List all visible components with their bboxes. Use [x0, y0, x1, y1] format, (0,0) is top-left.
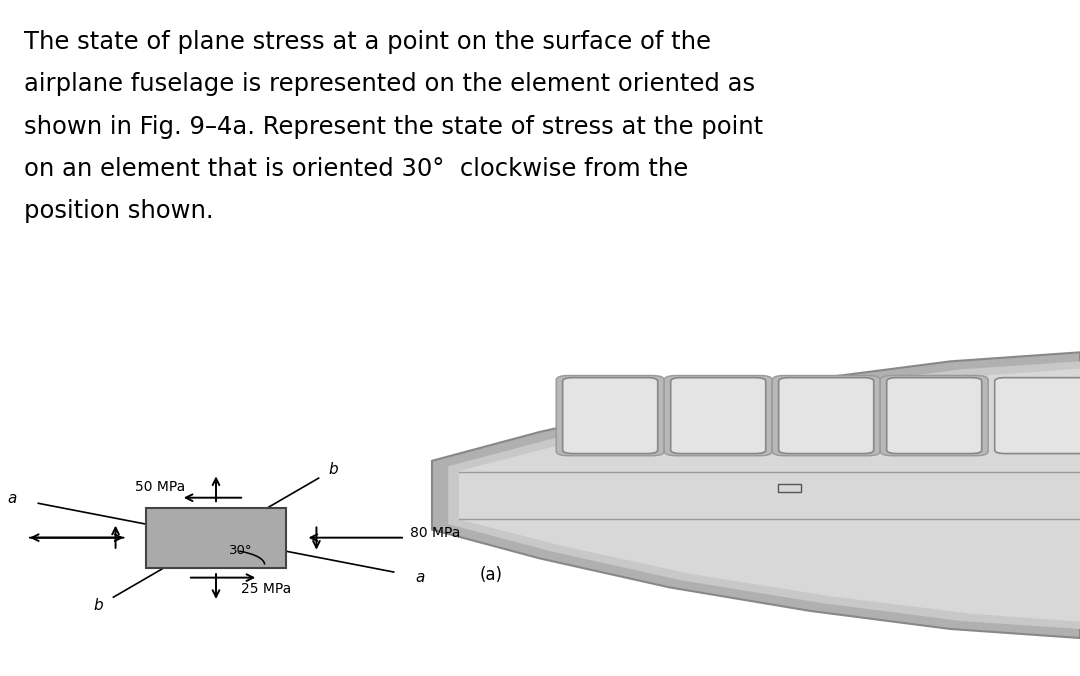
Text: 25 MPa: 25 MPa [241, 582, 292, 596]
Polygon shape [459, 368, 1080, 622]
FancyBboxPatch shape [556, 375, 664, 456]
Text: a: a [8, 491, 17, 506]
FancyBboxPatch shape [664, 375, 772, 456]
FancyBboxPatch shape [772, 375, 880, 456]
Bar [146, 508, 286, 568]
FancyBboxPatch shape [887, 378, 982, 454]
Polygon shape [448, 362, 1080, 629]
Polygon shape [432, 352, 1080, 638]
Text: 50 MPa: 50 MPa [135, 480, 186, 494]
Text: (a): (a) [480, 566, 503, 584]
FancyBboxPatch shape [880, 375, 988, 456]
Text: b: b [94, 598, 103, 613]
FancyBboxPatch shape [563, 378, 658, 454]
Text: shown in Fig. 9–4a. Represent the state of stress at the point: shown in Fig. 9–4a. Represent the state … [24, 115, 762, 139]
Text: The state of plane stress at a point on the surface of the: The state of plane stress at a point on … [24, 30, 711, 54]
FancyBboxPatch shape [995, 378, 1080, 454]
Text: a: a [415, 570, 424, 585]
Text: 30°: 30° [229, 544, 253, 556]
Text: position shown.: position shown. [24, 199, 214, 223]
FancyBboxPatch shape [671, 378, 766, 454]
Text: b: b [329, 462, 338, 477]
Bar [778, 484, 801, 492]
Text: airplane fuselage is represented on the element oriented as: airplane fuselage is represented on the … [24, 72, 755, 97]
FancyBboxPatch shape [779, 378, 874, 454]
Text: on an element that is oriented 30°  clockwise from the: on an element that is oriented 30° clock… [24, 157, 688, 181]
Text: 80 MPa: 80 MPa [410, 527, 461, 540]
